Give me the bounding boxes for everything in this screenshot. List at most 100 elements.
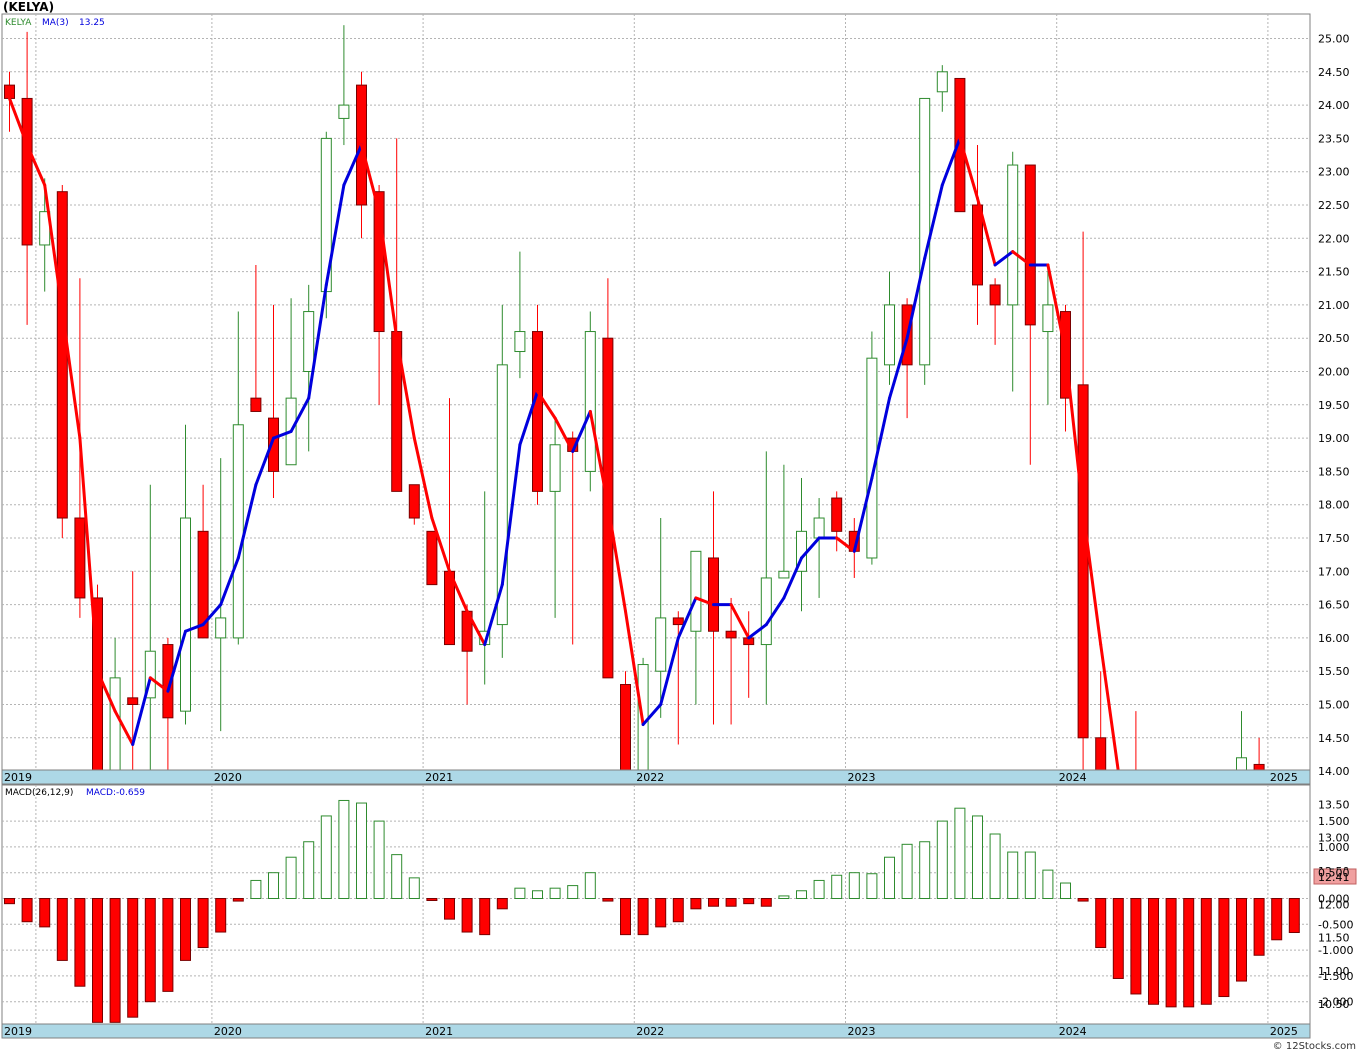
price-x-band	[1, 769, 1311, 785]
ma-segment	[324, 183, 346, 287]
ma-segment	[976, 196, 997, 267]
ma-segment	[342, 143, 363, 187]
macd-tick-label: -1.500	[1318, 970, 1353, 983]
price-tick-label: 13.00	[1318, 832, 1350, 845]
macd-bar	[444, 898, 455, 920]
ma-segment	[518, 389, 539, 447]
ma-segment	[465, 609, 487, 647]
macd-bar	[831, 874, 843, 900]
macd-bar	[813, 879, 825, 900]
ma-segment	[553, 416, 575, 453]
macd-bar	[320, 815, 332, 899]
candle-body	[1077, 384, 1089, 739]
macd-bar	[1165, 898, 1177, 1008]
candle-body	[197, 530, 209, 639]
candle-body	[655, 617, 667, 672]
ma-segment	[412, 436, 434, 520]
price-tick-label: 17.00	[1318, 565, 1350, 578]
ma-segment	[96, 669, 117, 713]
candle-body	[989, 284, 1001, 306]
macd-x-band	[1, 1023, 1311, 1039]
ma-segment	[641, 703, 663, 726]
macd-bar	[4, 898, 15, 905]
price-x-tick-label: 2021	[425, 771, 453, 784]
ma-segment	[395, 336, 416, 440]
ma-segment	[870, 396, 891, 480]
candle-body	[496, 364, 508, 626]
ma-segment	[254, 436, 275, 487]
price-x-tick-label: 2019	[4, 771, 32, 784]
macd-bar	[56, 898, 68, 961]
price-tick-label: 24.00	[1318, 99, 1350, 112]
macd-bar	[479, 898, 491, 936]
macd-bar	[1095, 898, 1107, 949]
ma-segment	[694, 596, 715, 607]
ma-segment	[60, 310, 82, 440]
macd-bar	[127, 898, 139, 1018]
ma-segment	[166, 629, 187, 693]
macd-tick-label: 0.000	[1318, 893, 1350, 906]
footer-credit: © 12Stocks.com	[1272, 1041, 1356, 1052]
macd-bar	[532, 890, 543, 900]
ma-segment	[43, 183, 64, 314]
macd-bar	[426, 898, 438, 901]
candle-body	[532, 331, 543, 492]
candle-body	[672, 617, 684, 626]
price-moving-average	[8, 96, 1279, 926]
candle-body	[813, 517, 825, 539]
macd-bar	[215, 898, 227, 933]
macd-tick-label: -1.000	[1318, 944, 1353, 957]
price-x-axis: 2019 2020 2021 2022 2023 2024 2025	[1, 769, 1311, 785]
ma-segment	[8, 96, 29, 147]
candle-body	[549, 444, 561, 492]
price-legend-ma: MA(3)	[42, 18, 69, 28]
macd-bar	[514, 887, 526, 899]
macd-bar	[936, 820, 948, 899]
ma-segment	[729, 603, 751, 640]
candle-body	[1024, 164, 1036, 326]
ma-segment	[500, 443, 522, 587]
candle-body	[936, 71, 948, 93]
ma-segment	[800, 536, 821, 560]
ma-segment	[835, 536, 856, 553]
candle-body	[831, 497, 843, 532]
macd-bar	[1148, 898, 1159, 1005]
macd-bar	[708, 898, 719, 907]
candle-body	[232, 424, 244, 639]
ma-segment	[659, 636, 680, 706]
ma-segment	[958, 136, 979, 200]
macd-bar	[1024, 851, 1036, 899]
macd-bar	[144, 898, 156, 1003]
macd-bar	[21, 898, 33, 923]
macd-x-axis: 2019 2020 2021 2022 2023 2024 2025	[1, 1023, 1311, 1039]
macd-bar	[162, 898, 174, 992]
price-tick-label: 14.00	[1318, 765, 1350, 778]
macd-bar	[725, 898, 737, 907]
price-tick-label: 15.00	[1318, 699, 1350, 712]
candle-body	[162, 644, 174, 719]
macd-bar	[778, 895, 790, 899]
candle-body	[373, 191, 385, 333]
macd-bar	[884, 856, 895, 899]
macd-x-tick-label: 2022	[636, 1025, 664, 1038]
candle-body	[426, 530, 438, 586]
candle-body	[708, 557, 719, 632]
ma-segment	[1046, 263, 1067, 354]
macd-bar	[303, 841, 315, 899]
macd-bar	[972, 815, 983, 899]
macd-bar	[232, 898, 244, 902]
macd-bar	[672, 898, 684, 923]
candle-body	[884, 304, 895, 366]
price-tick-label: 16.50	[1318, 599, 1350, 612]
macd-bar	[1236, 898, 1247, 982]
price-y-axis: 25.00 24.50 24.00 23.50 23.00 22.50 22.00 21.50…	[1313, 33, 1357, 1011]
macd-bar	[74, 898, 86, 987]
candle-body	[778, 570, 790, 579]
macd-x-tick-label: 2019	[4, 1025, 32, 1038]
price-tick-label: 11.00	[1318, 965, 1350, 978]
macd-bar	[268, 872, 279, 900]
ma-segment	[888, 336, 909, 400]
ma-segment	[25, 143, 47, 187]
macd-bar	[602, 898, 614, 902]
ma-segment	[1064, 350, 1085, 513]
